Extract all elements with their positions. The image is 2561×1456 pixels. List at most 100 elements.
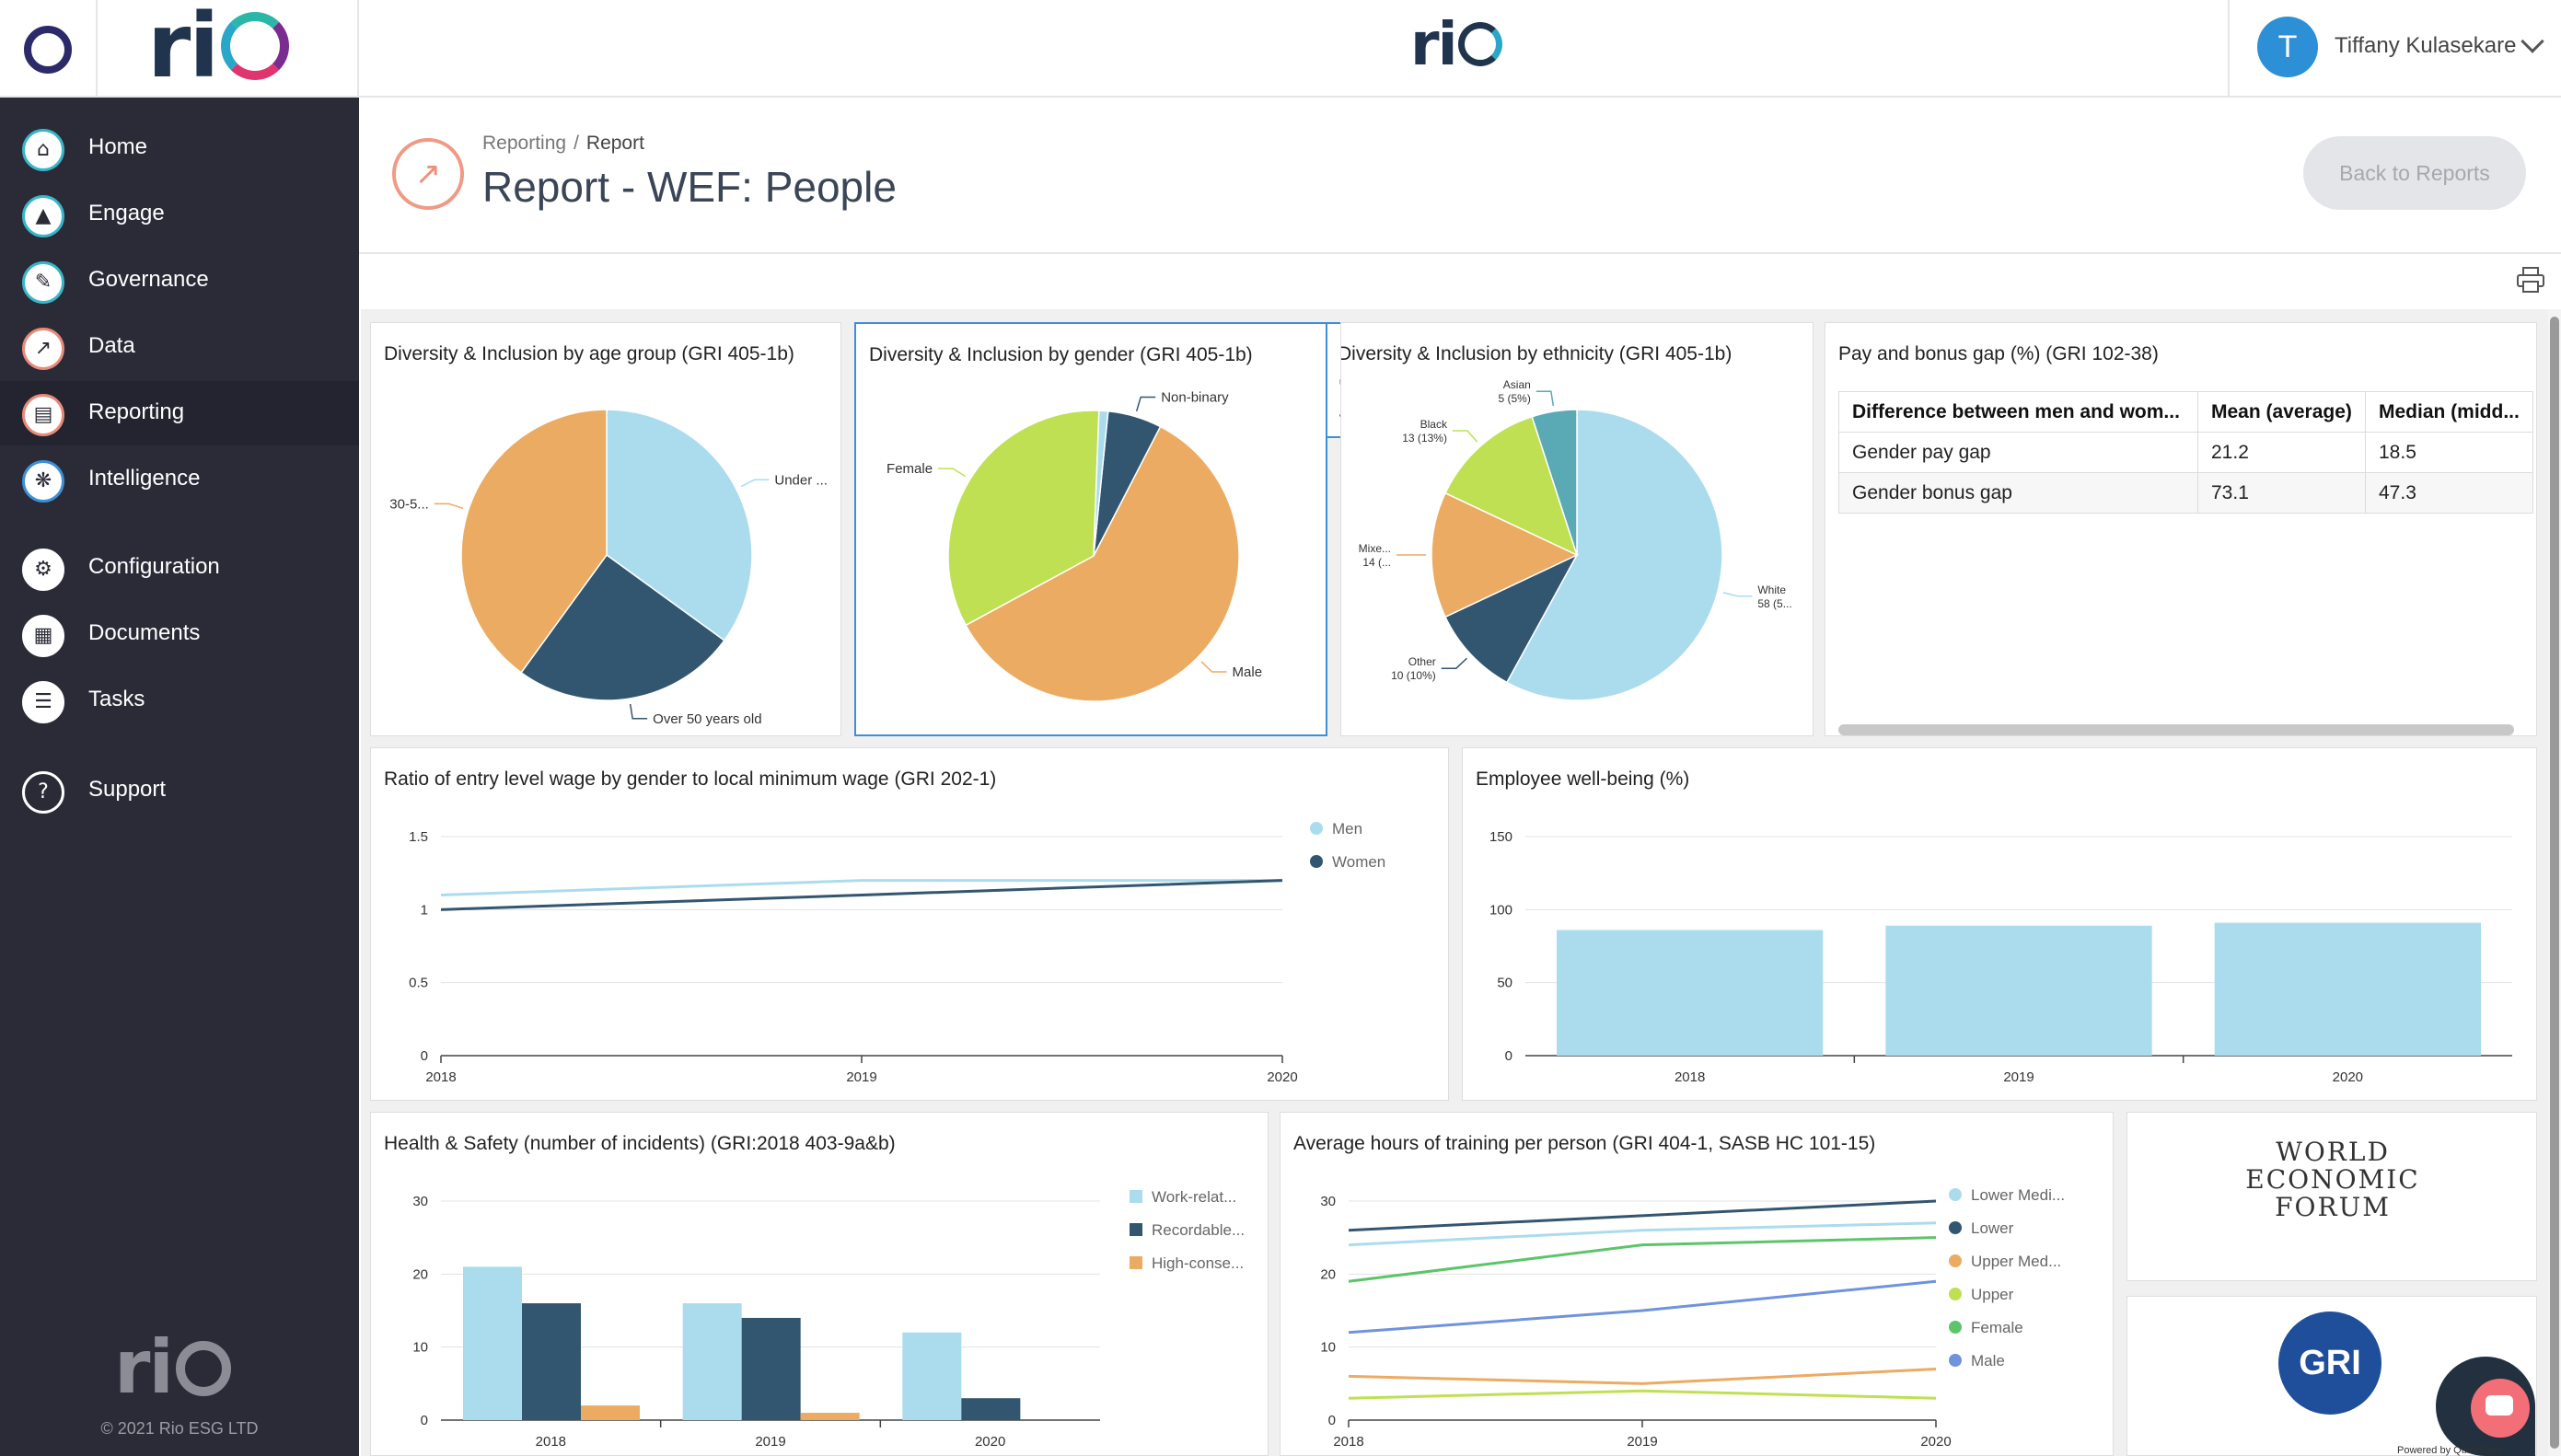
- scrollbar-thumb[interactable]: [2550, 317, 2559, 1449]
- pie-label: Non-binary: [1161, 389, 1229, 405]
- report-chart-icon: ↗: [392, 138, 464, 210]
- pie-leader-line: [740, 479, 770, 488]
- legend-label: Upper Med...: [1971, 1253, 2061, 1270]
- gri-logo: GRI: [2278, 1312, 2381, 1415]
- visual-ethnicity[interactable]: Diversity & Inclusion by ethnicity (GRI …: [1340, 322, 1814, 736]
- chart-entry-wage: 0 0.5 1 1.5 2018 2019 2020 Men Women: [409, 820, 1385, 1085]
- wef-logo-line: WORLD: [2276, 1137, 2390, 1167]
- pie-label: Black: [1420, 418, 1448, 431]
- home-icon: ⌂: [22, 129, 64, 171]
- visual-entry-wage[interactable]: Ratio of entry level wage by gender to l…: [370, 747, 1449, 1101]
- legend-label: Recordable...: [1152, 1221, 1245, 1239]
- sidebar-item-governance[interactable]: ✎ Governance: [0, 248, 359, 313]
- legend-swatch: [1130, 1223, 1142, 1236]
- visual-well-being[interactable]: Employee well-being (%) 0 50 100 150 2018 201…: [1462, 747, 2537, 1101]
- pie-label: Asian: [1503, 378, 1531, 391]
- pie-slice: [1531, 409, 1578, 556]
- table-cell: 73.1: [2197, 472, 2366, 514]
- legend-label: Women: [1332, 853, 1385, 871]
- visual-title: Diversity & Inclusion by ethnicity (GRI …: [1341, 343, 1743, 365]
- bar: [902, 1332, 962, 1420]
- sidebar-item-documents[interactable]: ▦ Documents: [0, 602, 359, 666]
- gear-icon: ⚙: [22, 549, 64, 591]
- pie-leader-line: [1441, 657, 1467, 669]
- print-icon[interactable]: [2517, 267, 2544, 293]
- sidebar-item-label: Home: [88, 134, 148, 159]
- sidebar-logo: ri: [114, 1331, 231, 1404]
- table-header-row: Difference between men and wom... Mean (…: [1838, 391, 2533, 433]
- center-logo: ri: [1410, 13, 1502, 77]
- graduation-cap-icon: ▲: [22, 195, 64, 237]
- sidebar-item-support[interactable]: ? Support: [0, 758, 359, 823]
- chevron-down-icon[interactable]: [2520, 29, 2544, 53]
- pie-slice: [1444, 553, 1579, 684]
- brand-logo[interactable]: ri: [147, 0, 290, 92]
- top-bar: ri T Tiffany Kulasekare: [359, 0, 2561, 98]
- visual-title: Diversity & Inclusion by age group (GRI …: [384, 343, 794, 364]
- chat-button[interactable]: [2436, 1357, 2535, 1456]
- column-header[interactable]: Difference between men and wom...: [1838, 391, 2198, 433]
- sidebar-item-engage[interactable]: ▲ Engage: [0, 182, 359, 247]
- sidebar-item-label: Data: [88, 333, 135, 358]
- sidebar-item-reporting[interactable]: ▤ Reporting: [0, 381, 359, 445]
- sidebar-item-label: Engage: [88, 201, 165, 225]
- task-list-icon: ☰: [22, 681, 64, 723]
- breadcrumb-reporting[interactable]: Reporting: [482, 133, 567, 154]
- sidebar-item-data[interactable]: ↗ Data: [0, 315, 359, 379]
- y-tick-label: 50: [1497, 976, 1512, 991]
- user-menu[interactable]: T Tiffany Kulasekare: [2228, 0, 2561, 96]
- sidebar-item-intelligence[interactable]: ❋ Intelligence: [0, 447, 359, 512]
- app-switcher-icon[interactable]: [24, 26, 72, 74]
- x-tick-label: 2020: [1920, 1434, 1951, 1450]
- vertical-scrollbar[interactable]: [2548, 309, 2561, 1456]
- visual-title: Ratio of entry level wage by gender to l…: [384, 768, 997, 790]
- visual-health-safety[interactable]: Health & Safety (number of incidents) (G…: [370, 1112, 1269, 1456]
- visual-gender[interactable]: Diversity & Inclusion by gender (GRI 405…: [854, 322, 1327, 736]
- series-line: [1348, 1367, 1937, 1385]
- legend-label: Men: [1332, 820, 1362, 838]
- sidebar-item-tasks[interactable]: ☰ Tasks: [0, 668, 359, 733]
- table-row: Gender pay gap 21.2 18.5: [1838, 432, 2533, 473]
- legend-label: Male: [1971, 1352, 2005, 1369]
- bar: [581, 1405, 640, 1420]
- powered-by-badge: Powered by QuickSight: [2397, 1445, 2503, 1456]
- column-header[interactable]: Mean (average): [2197, 391, 2366, 433]
- y-tick-label: 1.5: [409, 829, 428, 845]
- visual-pay-gap[interactable]: Pay and bonus gap (%) (GRI 102-38) Diffe…: [1825, 322, 2537, 736]
- wef-logo-line: ECONOMIC: [2245, 1164, 2420, 1195]
- visual-training-hours[interactable]: Average hours of training per person (GR…: [1280, 1112, 2114, 1456]
- legend-label: Lower: [1971, 1219, 2014, 1237]
- sidebar-item-label: Configuration: [88, 554, 220, 579]
- horizontal-scrollbar[interactable]: [1838, 724, 2514, 735]
- sidebar-item-home[interactable]: ⌂ Home: [0, 116, 359, 180]
- visual-age-group[interactable]: Diversity & Inclusion by age group (GRI …: [370, 322, 841, 736]
- pie-leader-line: [1535, 390, 1555, 407]
- bar: [1885, 925, 2152, 1056]
- series-line: [1348, 1199, 1937, 1232]
- area-chart-icon: ▤: [22, 394, 64, 436]
- y-tick-label: 10: [1320, 1340, 1336, 1356]
- pie-label: Under ...: [774, 472, 828, 488]
- chart-health-safety: 0 10 20 30 2018 2019 2020 Work-relat... Recordab…: [412, 1188, 1245, 1450]
- table-cell: Gender pay gap: [1838, 432, 2198, 473]
- avatar[interactable]: T: [2257, 17, 2318, 77]
- pie-leader-line: [1135, 396, 1156, 411]
- bar: [961, 1398, 1021, 1420]
- sidebar-item-label: Reporting: [88, 399, 185, 424]
- document-icon: ▦: [22, 615, 64, 657]
- legend-label: Female: [1971, 1319, 2023, 1336]
- back-to-reports-button[interactable]: Back to Reports: [2303, 136, 2526, 210]
- help-icon: ?: [22, 771, 64, 814]
- chat-bubble-icon: [2471, 1379, 2530, 1438]
- pie-leader-line: [434, 503, 464, 510]
- pie-label: Over 50 years old: [653, 711, 761, 727]
- pie-slice: [947, 410, 1100, 627]
- y-tick-label: 20: [412, 1266, 428, 1282]
- x-tick-label: 2019: [1627, 1434, 1657, 1450]
- sidebar-item-configuration[interactable]: ⚙ Configuration: [0, 536, 359, 600]
- pie-label: Mixe...: [1359, 542, 1391, 555]
- pie-label: Female: [886, 461, 933, 477]
- user-name[interactable]: Tiffany Kulasekare: [2335, 33, 2517, 58]
- column-header[interactable]: Median (midd...: [2365, 391, 2533, 433]
